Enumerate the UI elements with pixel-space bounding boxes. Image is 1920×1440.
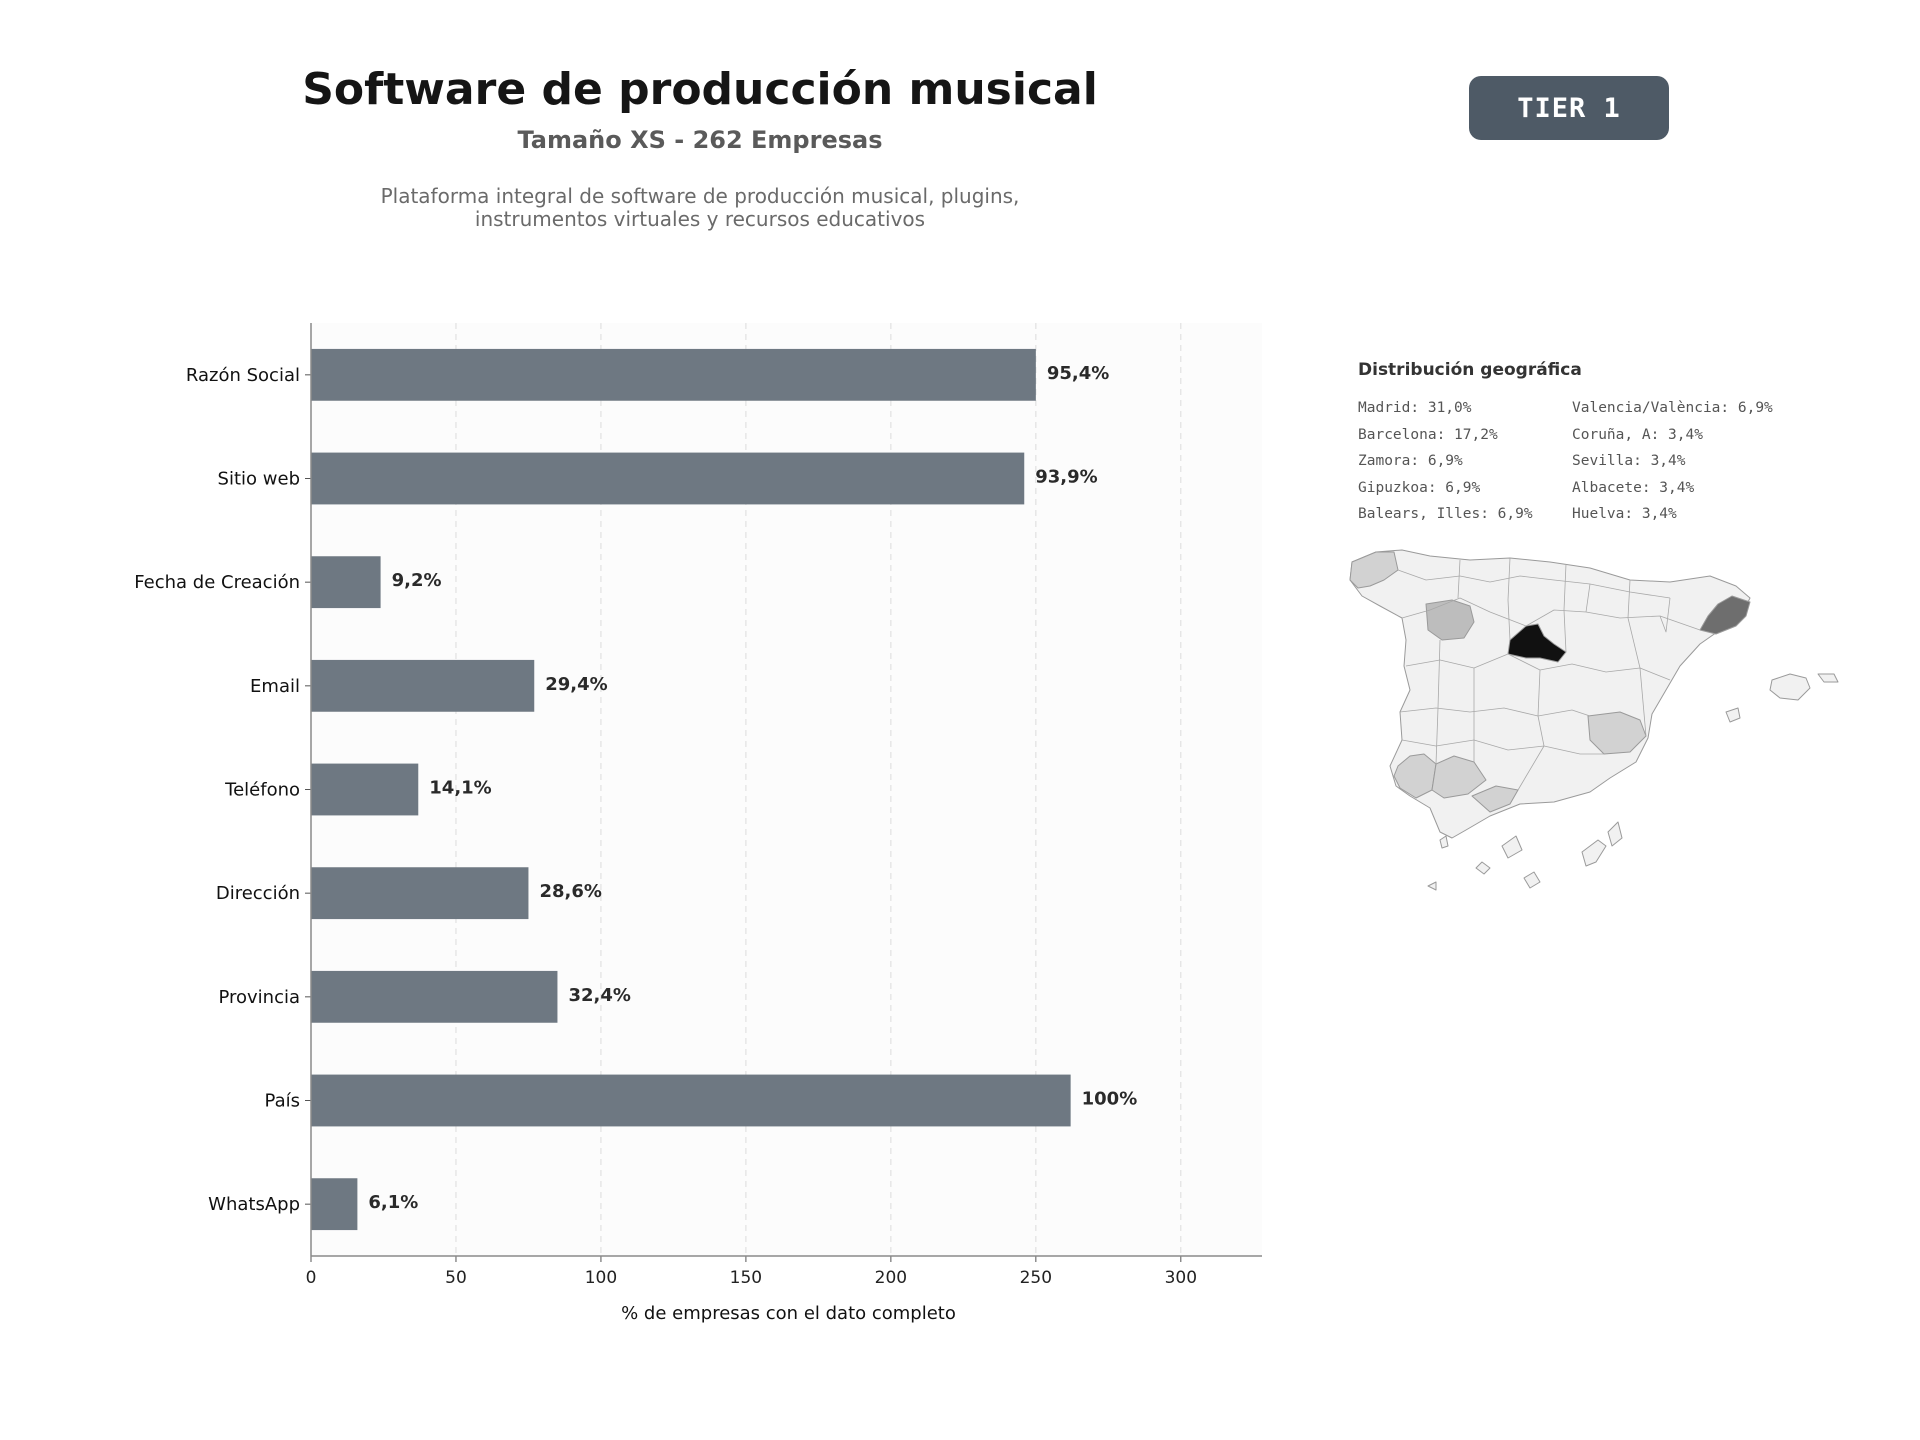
bar (311, 763, 419, 816)
bar (311, 1074, 1071, 1127)
y-tick-label: País (265, 1091, 300, 1112)
bar (311, 1178, 358, 1231)
map-region-albacete (1587, 711, 1647, 755)
bar (311, 867, 529, 920)
description: Plataforma integral de software de produ… (300, 185, 1100, 231)
completeness-bar-chart: 0 50 100 150 200 250 300 Razón Social 95,4% Sitio… (134, 323, 1262, 1324)
y-tick-label: Provincia (218, 987, 300, 1008)
data-label: 6,1% (368, 1192, 418, 1213)
bar (311, 970, 558, 1023)
geo-entry: Huelva: 3,4% (1572, 506, 1677, 522)
geo-entry: Madrid: 31,0% (1358, 400, 1472, 416)
x-tick-label: 50 (445, 1268, 467, 1288)
geo-entry: Sevilla: 3,4% (1572, 453, 1686, 469)
bar (311, 556, 381, 609)
data-label: 32,4% (568, 985, 630, 1006)
data-label: 29,4% (545, 674, 607, 695)
y-tick-label: WhatsApp (208, 1194, 300, 1215)
geo-entry: Barcelona: 17,2% (1358, 426, 1498, 443)
geo-entry: Albacete: 3,4% (1572, 479, 1695, 496)
description-line: instrumentos virtuales y recursos educat… (474, 207, 926, 231)
page-title: Software de producción musical (302, 64, 1098, 115)
description-line: Plataforma integral de software de produ… (380, 184, 1020, 208)
data-label: 28,6% (539, 881, 601, 902)
map-region-sevilla (1431, 755, 1487, 799)
map-region-zamora (1425, 599, 1475, 641)
data-label: 95,4% (1047, 363, 1109, 384)
geo-entry: Gipuzkoa: 6,9% (1358, 479, 1481, 496)
map-region-coruna (1349, 551, 1399, 589)
bar (311, 348, 1036, 401)
y-tick-label: Fecha de Creación (134, 572, 300, 593)
data-label: 14,1% (429, 778, 491, 799)
data-label: 100% (1082, 1089, 1138, 1110)
y-tick-label: Sitio web (218, 469, 300, 490)
y-tick-label: Dirección (216, 883, 300, 904)
x-tick-label: 250 (1020, 1268, 1052, 1288)
tier-badge: TIER 1 (1469, 76, 1669, 140)
x-tick-label: 300 (1165, 1268, 1197, 1288)
page-subtitle: Tamaño XS - 262 Empresas (517, 126, 883, 154)
x-tick-label: 150 (730, 1268, 762, 1288)
x-axis-label: % de empresas con el dato completo (621, 1303, 956, 1324)
x-tick-label: 200 (875, 1268, 907, 1288)
geo-distribution-list: Madrid: 31,0% Valencia/València: 6,9% Ba… (1358, 398, 1818, 526)
geo-entry: Coruña, A: 3,4% (1572, 426, 1703, 443)
x-tick-label: 0 (306, 1268, 317, 1288)
y-tick-label: Email (250, 676, 300, 697)
y-tick-label: Teléfono (224, 780, 300, 801)
geo-entry: Zamora: 6,9% (1358, 453, 1463, 469)
bar (311, 659, 535, 712)
geo-distribution-title: Distribución geográfica (1358, 360, 1582, 380)
map-region-barcelona (1699, 595, 1751, 635)
geo-entry: Valencia/València: 6,9% (1572, 400, 1773, 416)
data-label: 93,9% (1035, 467, 1097, 488)
map-balears-mallorca (1769, 673, 1811, 701)
data-label: 9,2% (392, 570, 442, 591)
map-balears-menorca (1817, 673, 1839, 683)
spain-province-map (1349, 549, 1839, 891)
bar (311, 452, 1025, 505)
map-balears-ibiza (1725, 707, 1741, 723)
y-tick-label: Razón Social (186, 365, 300, 386)
map-region-south (1471, 785, 1519, 813)
geo-entry: Balears, Illes: 6,9% (1358, 506, 1533, 522)
map-canarias (1427, 821, 1623, 891)
x-tick-label: 100 (585, 1268, 617, 1288)
